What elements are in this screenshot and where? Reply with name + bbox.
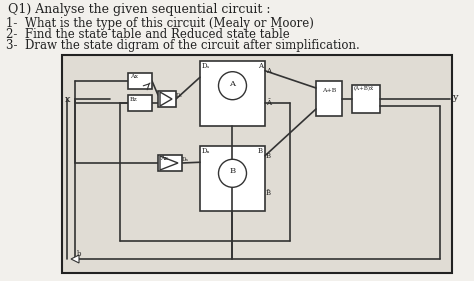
Bar — [158, 155, 182, 171]
Polygon shape — [160, 92, 172, 106]
Text: b: b — [77, 250, 82, 258]
Text: x: x — [65, 94, 71, 103]
Text: Dₐ: Dₐ — [202, 62, 210, 70]
Text: A+B: A+B — [322, 88, 336, 93]
Bar — [200, 146, 265, 211]
Text: 3-  Draw the state digram of the circuit after simplification.: 3- Draw the state digram of the circuit … — [6, 39, 360, 52]
Bar — [62, 55, 452, 273]
Bar — [158, 91, 176, 107]
Text: B: B — [229, 167, 236, 175]
Text: B̄: B̄ — [266, 189, 271, 197]
Circle shape — [219, 159, 246, 187]
Bar — [128, 95, 152, 111]
Polygon shape — [71, 255, 79, 263]
Text: Q1) Analyse the given sequential circuit :: Q1) Analyse the given sequential circuit… — [8, 3, 271, 16]
Text: A: A — [258, 62, 263, 70]
Text: y: y — [452, 92, 457, 101]
Text: 1-  What is the type of this circuit (Mealy or Moore): 1- What is the type of this circuit (Mea… — [6, 17, 314, 30]
Bar — [128, 73, 152, 89]
Bar — [352, 85, 380, 113]
Text: 2-  Find the state table and Reduced state table: 2- Find the state table and Reduced stat… — [6, 28, 290, 41]
Text: Dₐ: Dₐ — [176, 93, 182, 98]
Circle shape — [219, 72, 246, 100]
Text: B: B — [258, 147, 263, 155]
Bar — [316, 81, 342, 116]
Text: Āx: Āx — [160, 156, 168, 161]
Text: Ax: Ax — [130, 74, 138, 79]
Text: Ā: Ā — [266, 99, 271, 107]
Text: A: A — [266, 67, 271, 75]
Text: Dₙ: Dₙ — [202, 147, 210, 155]
Text: Bz: Bz — [130, 97, 138, 102]
Bar — [200, 61, 265, 126]
Polygon shape — [160, 156, 178, 170]
Text: B: B — [266, 152, 271, 160]
Text: A: A — [229, 80, 236, 88]
Text: (A+B)x̄: (A+B)x̄ — [354, 86, 374, 91]
Text: Dₙ: Dₙ — [182, 157, 189, 162]
